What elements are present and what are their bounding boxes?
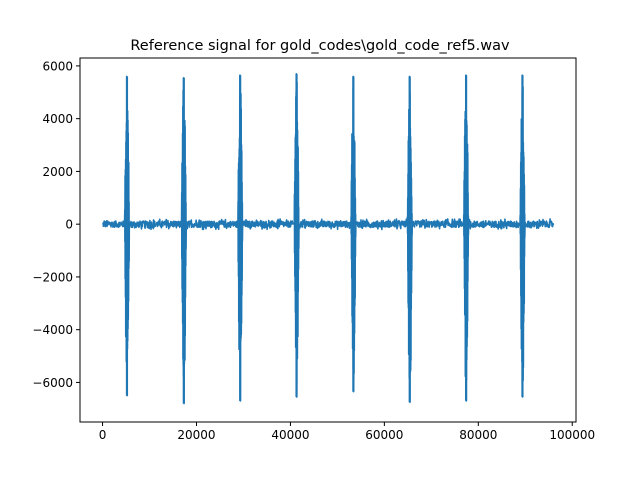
x-tick-label: 40000 [271, 428, 309, 442]
x-tick-label: 100000 [549, 428, 595, 442]
y-tick-label: 6000 [42, 59, 73, 73]
x-tick-label: 60000 [365, 428, 403, 442]
signal-series-line [102, 73, 555, 405]
axes-frame [79, 57, 577, 423]
x-tick-label: 20000 [177, 428, 215, 442]
y-axis: −6000 −4000 −2000 0 2000 4000 6000 [32, 59, 80, 390]
x-tick-label: 80000 [459, 428, 497, 442]
y-tick-label: 0 [65, 218, 73, 232]
y-tick-label: 2000 [42, 165, 73, 179]
x-axis: 0 20000 40000 60000 80000 100000 [99, 422, 595, 442]
y-tick-label: −4000 [32, 323, 73, 337]
x-tick-label: 0 [99, 428, 107, 442]
plot-area [102, 73, 555, 405]
y-tick-label: −6000 [32, 376, 73, 390]
chart-title: Reference signal for gold_codes\gold_cod… [130, 38, 510, 54]
y-tick-label: 4000 [42, 112, 73, 126]
y-tick-label: −2000 [32, 270, 73, 284]
